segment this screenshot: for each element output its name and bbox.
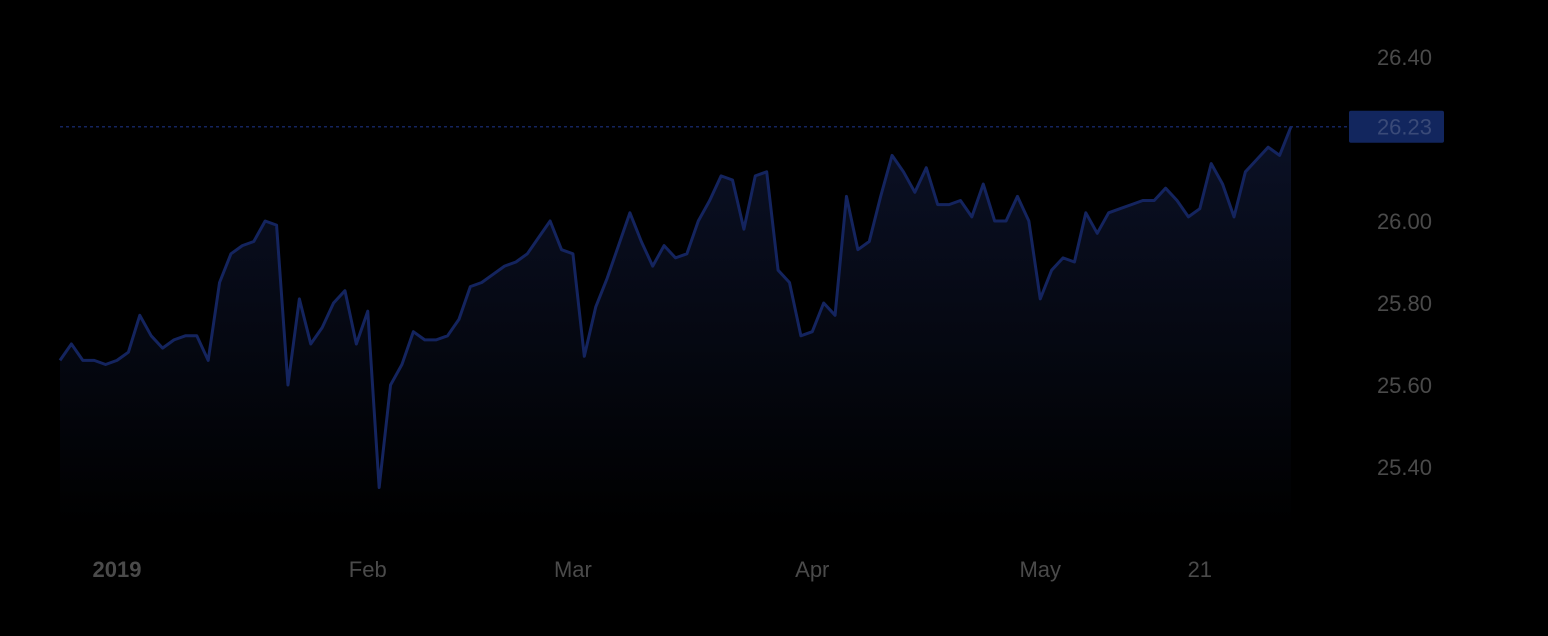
x-tick-label: Mar <box>554 557 592 582</box>
x-tick-label: 2019 <box>93 557 142 582</box>
area-fill-layer <box>60 126 1291 528</box>
last-value-tag: 26.23 <box>1349 110 1444 143</box>
series-line <box>58 126 1293 489</box>
last-value-tag-background <box>1349 110 1444 143</box>
series-line-layer <box>58 126 1293 489</box>
y-tick-label: 25.80 <box>1377 291 1432 316</box>
y-tick-label: 26.40 <box>1377 45 1432 70</box>
x-tick-label: Feb <box>349 557 387 582</box>
last-value-label: 26.23 <box>1377 115 1432 140</box>
y-axis-ticks: 26.40 26.00 25.80 25.60 25.40 <box>1377 45 1432 480</box>
x-tick-label: Apr <box>795 557 829 582</box>
y-tick-label: 25.60 <box>1377 373 1432 398</box>
y-tick-label: 26.00 <box>1377 209 1432 234</box>
x-tick-label: May <box>1019 557 1061 582</box>
x-tick-label: 21 <box>1188 557 1212 582</box>
area-fill <box>60 126 1291 528</box>
y-tick-label: 25.40 <box>1377 455 1432 480</box>
x-axis-ticks: 2019 Feb Mar Apr May 21 <box>93 557 1213 582</box>
